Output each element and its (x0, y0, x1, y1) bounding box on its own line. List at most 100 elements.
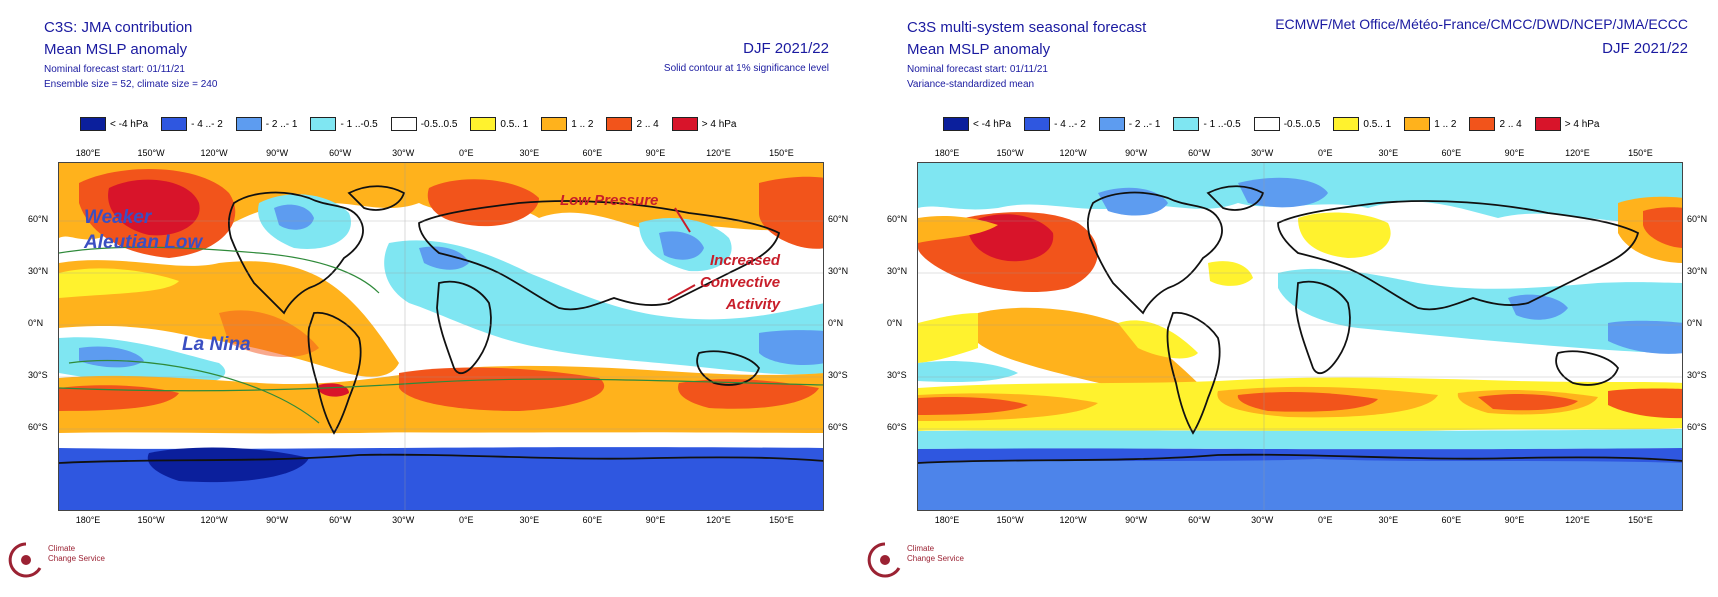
legend-swatch (390, 117, 417, 131)
legend-item: - 1 ..-0.5 (310, 117, 378, 131)
panel-title: C3S: JMA contribution (44, 19, 193, 36)
legend-label: - 1 ..-0.5 (340, 118, 378, 130)
lat-tick-label: 60°S (1687, 422, 1707, 432)
legend-swatch (80, 117, 106, 131)
lat-tick-label: 0°N (1687, 318, 1703, 328)
lon-tick-label: 150°E (769, 148, 794, 158)
panel-title: C3S multi-system seasonal forecast (907, 19, 1147, 36)
forecast-period: DJF 2021/22 (743, 40, 829, 57)
lon-tick-label: 150°E (769, 515, 794, 525)
right-panel: C3S multi-system seasonal forecast Mean … (859, 0, 1718, 597)
anomaly-map-svg (59, 163, 823, 510)
legend-label: 2 .. 4 (1499, 118, 1522, 130)
logo-line1: Climate (48, 544, 76, 553)
legend-swatch (1173, 117, 1200, 131)
forecast-start: Nominal forecast start: 01/11/21 (44, 64, 185, 75)
legend-item: 0.5.. 1 (1333, 117, 1391, 131)
lon-tick-label: 90°E (645, 515, 666, 525)
legend-label: - 4 ..- 2 (191, 118, 223, 130)
lat-tick-label: 0°N (887, 318, 903, 328)
legend-item: < -4 hPa (943, 117, 1011, 131)
lon-tick-label: 120°E (706, 148, 731, 158)
lat-tick-label: 30°S (828, 370, 848, 380)
lon-tick-label: 150°W (137, 515, 165, 525)
lat-tick-label: 30°S (1687, 370, 1707, 380)
legend-swatch (943, 117, 969, 131)
lon-tick-label: 30°W (392, 515, 415, 525)
lon-tick-label: 150°W (996, 148, 1024, 158)
legend-swatch (606, 117, 633, 131)
annotation-convective: Increased Convective Activity (700, 252, 781, 313)
legend-swatch (470, 117, 497, 131)
lat-tick-label: 0°N (28, 318, 44, 328)
anomaly-map (917, 162, 1683, 511)
lon-tick-label: 90°E (1504, 515, 1525, 525)
lon-tick-label: 120°W (1059, 148, 1087, 158)
legend-label: 0.5.. 1 (1363, 118, 1392, 130)
legend-label: 1 .. 2 (1434, 118, 1457, 130)
lon-tick-label: 60°W (1188, 515, 1211, 525)
legend-swatch (161, 117, 188, 131)
lon-tick-label: 30°E (1378, 148, 1399, 158)
legend-label: -0.5..0.5 (1283, 118, 1321, 130)
color-legend: < -4 hPa - 4 ..- 2 - 2 ..- 1 - 1 ..-0.5 -0.5… (80, 116, 750, 132)
significance-note: Solid contour at 1% significance level (663, 63, 829, 74)
lon-tick-label: 120°E (1565, 148, 1590, 158)
logo-line2: Change Service (48, 554, 105, 563)
lat-tick-label: 60°N (828, 214, 849, 224)
lon-tick-label: 0°E (1317, 515, 1333, 525)
lon-tick-label: 90°W (1125, 515, 1148, 525)
lon-tick-label: 30°E (1378, 515, 1399, 525)
lon-tick-label: 120°W (200, 515, 228, 525)
legend-item: - 4 ..- 2 (161, 117, 223, 131)
legend-label: -0.5..0.5 (420, 118, 458, 130)
legend-label: 1 .. 2 (571, 118, 594, 130)
forecast-start: Nominal forecast start: 01/11/21 (907, 64, 1048, 75)
lon-tick-label: 30°W (1251, 148, 1274, 158)
legend-item: - 2 ..- 1 (1098, 117, 1161, 131)
c3s-logo: Climate Change Service (8, 540, 128, 585)
lon-tick-label: 150°W (996, 515, 1024, 525)
lat-tick-label: 60°N (1687, 214, 1708, 224)
c3s-logo: Climate Change Service (867, 540, 987, 585)
legend-label: - 4 ..- 2 (1054, 118, 1086, 130)
climate-logo-icon (8, 542, 42, 578)
legend-item: -0.5..0.5 (390, 117, 458, 131)
lon-tick-label: 180°E (75, 148, 101, 158)
lat-tick-label: 60°N (28, 214, 49, 224)
lon-tick-label: 60°W (1188, 148, 1211, 158)
logo-line2: Change Service (907, 554, 964, 563)
legend-swatch (1024, 117, 1051, 131)
legend-swatch (235, 117, 262, 131)
lat-tick-label: 60°S (887, 422, 907, 432)
logo-line1: Climate (907, 544, 935, 553)
lon-tick-label: 180°E (934, 148, 960, 158)
panel-variable: Mean MSLP anomaly (44, 41, 188, 58)
lat-tick-label: 30°S (887, 370, 907, 380)
lon-tick-label: 120°E (706, 515, 731, 525)
legend-swatch (1534, 117, 1561, 131)
legend-item: > 4 hPa (1534, 117, 1600, 131)
lon-tick-label: 60°E (1441, 515, 1462, 525)
lon-tick-label: 150°W (137, 148, 165, 158)
legend-swatch (671, 117, 698, 131)
legend-swatch (1253, 117, 1280, 131)
lon-tick-label: 30°W (1251, 515, 1274, 525)
anomaly-map-svg (918, 163, 1682, 510)
legend-item: 0.5.. 1 (470, 117, 528, 131)
left-panel: C3S: JMA contribution Mean MSLP anomaly … (8, 19, 849, 585)
legend-item: - 2 ..- 1 (235, 117, 298, 131)
annotation-aleutian: Weaker Aleutian Low (84, 207, 203, 253)
legend-swatch (1333, 117, 1360, 131)
legend-label: - 2 ..- 1 (265, 118, 298, 130)
legend-label: - 1 ..-0.5 (1203, 118, 1241, 130)
lon-tick-label: 150°E (1628, 515, 1653, 525)
legend-label: > 4 hPa (701, 118, 737, 130)
legend-item: -0.5..0.5 (1253, 117, 1321, 131)
legend-label: < -4 hPa (973, 118, 1012, 130)
color-legend: < -4 hPa - 4 ..- 2 - 2 ..- 1 - 1 ..-0.5 -0.5… (943, 116, 1613, 132)
legend-label: - 2 ..- 1 (1128, 118, 1161, 130)
legend-item: 1 .. 2 (1404, 117, 1456, 131)
legend-label: 2 .. 4 (636, 118, 659, 130)
lat-tick-label: 60°N (887, 214, 908, 224)
